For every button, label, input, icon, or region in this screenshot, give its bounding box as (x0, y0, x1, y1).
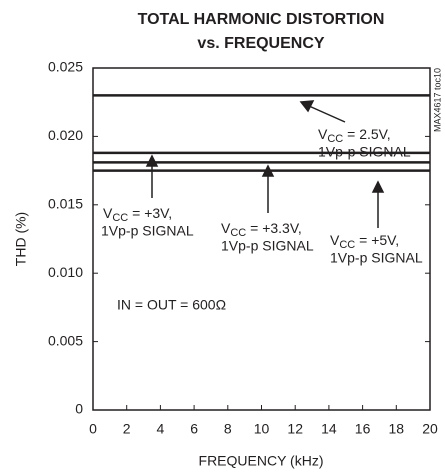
y-tick-label: 0.020 (48, 127, 83, 143)
arrow-head (299, 100, 315, 113)
annotation: VCC = +5V, (330, 232, 399, 251)
annotation-part: CC (230, 227, 246, 239)
annotation-part: CC (339, 239, 355, 251)
x-tick-label: 2 (123, 421, 131, 437)
arrow-head (371, 180, 385, 193)
annotation-part: V (103, 205, 113, 221)
arrow (308, 105, 346, 123)
x-tick-label: 12 (287, 421, 303, 437)
note: IN = OUT = 600Ω (117, 297, 226, 313)
y-tick-label: 0.015 (48, 196, 83, 212)
arrows (145, 100, 385, 228)
annotation: VCC = 2.5V, (318, 126, 391, 145)
x-tick-label: 20 (422, 421, 438, 437)
x-tick-label: 0 (89, 421, 97, 437)
arrow-head (145, 154, 159, 167)
x-tick-label: 4 (157, 421, 165, 437)
x-tick-label: 10 (254, 421, 270, 437)
annotation: 1Vp-p SIGNAL (101, 223, 194, 239)
chart-title: TOTAL HARMONIC DISTORTION (138, 11, 385, 28)
y-tick-label: 0.025 (48, 59, 83, 75)
x-tick-label: 16 (355, 421, 371, 437)
annotation-part: = +3V, (128, 205, 172, 221)
annotation: VCC = +3.3V, (221, 220, 302, 239)
y-tick-label: 0 (75, 401, 83, 417)
x-tick-label: 6 (190, 421, 198, 437)
annotation: 1Vp-p SIGNAL (330, 250, 423, 266)
annotation-part: = +5V, (355, 232, 399, 248)
y-tick-label: 0.005 (48, 332, 83, 348)
annotation: VCC = +3V, (103, 205, 172, 224)
annotation: 1Vp-p SIGNAL (221, 238, 314, 254)
y-tick-label: 0.010 (48, 264, 83, 280)
x-tick-label: 18 (389, 421, 405, 437)
annotation-part: V (221, 220, 231, 236)
annotation-part: CC (327, 133, 343, 145)
annotation-part: = 2.5V, (343, 126, 390, 142)
chart-subtitle: vs. FREQUENCY (197, 35, 324, 52)
x-tick-label: 14 (321, 421, 337, 437)
annotation-part: V (318, 126, 328, 142)
x-tick-label: 8 (224, 421, 232, 437)
annotation-part: = +3.3V, (246, 220, 302, 236)
y-axis-label: THD (%) (13, 212, 29, 266)
x-axis-label: FREQUENCY (kHz) (199, 453, 324, 469)
side-label: MAX4617 toc10 (432, 68, 442, 132)
annotation-part: V (330, 232, 340, 248)
annotation: 1Vp-p SIGNAL (318, 144, 411, 160)
annotation-part: CC (112, 212, 128, 224)
